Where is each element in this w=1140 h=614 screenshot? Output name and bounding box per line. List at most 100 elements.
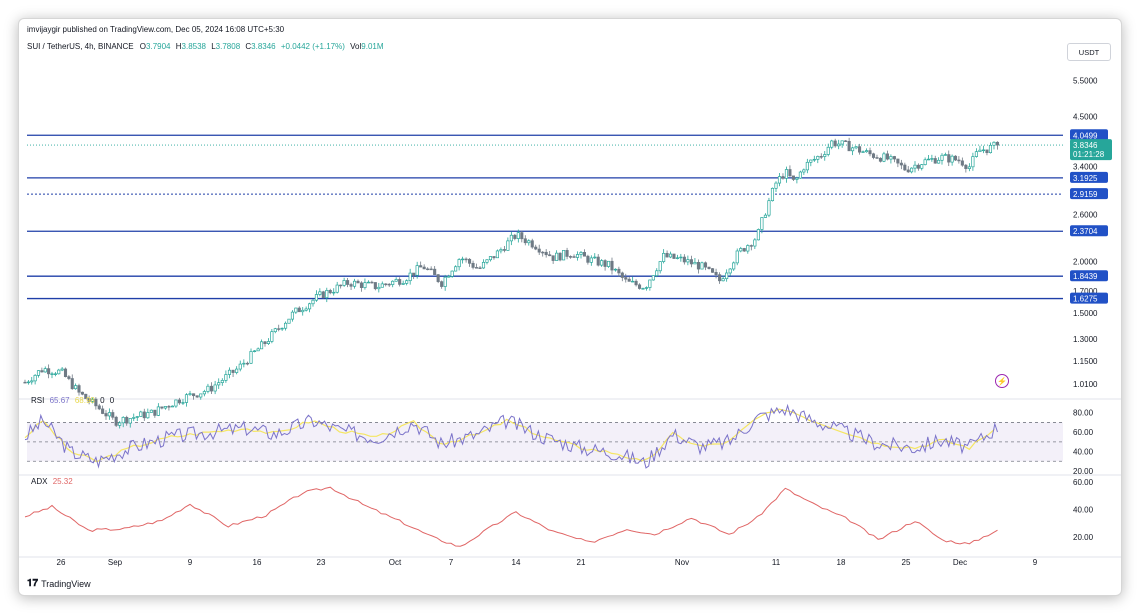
change-value: +0.0442 (+1.17%) — [280, 42, 345, 51]
candle-body — [910, 167, 914, 173]
candle-body — [971, 156, 975, 168]
tradingview-logo[interactable]: 𝟏𝟕 TradingView — [27, 578, 91, 589]
adx-legend[interactable]: ADX 25.32 — [31, 477, 73, 486]
candle-body — [47, 368, 51, 375]
candle-body — [520, 232, 524, 240]
candle-body — [270, 331, 274, 342]
level-lines[interactable] — [27, 134, 1063, 300]
candle-body — [631, 280, 635, 283]
candle-body — [823, 154, 827, 157]
adx-tick-label: 40.00 — [1073, 505, 1094, 514]
candle-body — [992, 141, 996, 146]
candle-body — [579, 252, 583, 255]
candle-body — [920, 164, 924, 169]
candle-body — [675, 257, 679, 259]
candle-body — [195, 395, 199, 398]
bolt-icon[interactable]: ⚡ — [995, 374, 1009, 388]
candle-body — [627, 278, 631, 282]
candle-body — [181, 402, 185, 404]
candle-body — [426, 268, 430, 271]
candle-body — [903, 164, 907, 171]
candle-body — [826, 146, 830, 155]
candle-body — [943, 154, 947, 156]
candle-body — [668, 253, 673, 258]
candle-body — [118, 422, 122, 426]
candle-body — [868, 150, 872, 155]
candle-body — [689, 259, 693, 265]
candle-body — [760, 217, 764, 230]
candle-body — [352, 280, 357, 287]
adx-line — [24, 486, 998, 547]
tradingview-logo-text: TradingView — [41, 578, 91, 589]
candle-body — [892, 156, 896, 160]
candle-body — [139, 411, 143, 417]
candle-body — [696, 262, 701, 270]
candle-body — [679, 256, 683, 259]
candle-body — [770, 187, 775, 202]
candle-body — [468, 258, 472, 264]
candle-body — [301, 309, 305, 313]
high-label: H — [175, 42, 182, 51]
candle-body — [373, 282, 377, 290]
candle-body — [693, 262, 697, 265]
candle-body — [617, 268, 621, 274]
candle-body — [57, 369, 61, 375]
close-label: C — [245, 42, 252, 51]
rsi-legend[interactable]: RSI 65.67 68.98 0 0 — [31, 396, 114, 405]
candle-body — [70, 378, 74, 390]
candle-body — [440, 281, 444, 287]
candle-body — [199, 393, 203, 398]
candle-body — [174, 399, 178, 407]
price-axis[interactable]: 5.5000 4.5000 3.4000 2.6000 2.0000 1.7000 1.50… — [1073, 76, 1098, 542]
price-tick-label: 2.0000 — [1073, 258, 1098, 267]
candle-body — [589, 257, 593, 263]
price-tick-label: 1.1500 — [1073, 357, 1098, 366]
candle-body — [964, 164, 968, 169]
price-tick-label: 1.7000 — [1073, 287, 1098, 296]
symbol-name[interactable]: SUI / TetherUS, 4h, BINANCE — [27, 42, 134, 51]
publish-line: imvijaygir published on TradingView.com,… — [27, 25, 285, 34]
candle-body — [156, 406, 160, 416]
candle-body — [978, 149, 982, 153]
level-tag-label: 2.3704 — [1073, 227, 1098, 236]
candle-body — [499, 249, 503, 252]
currency-button[interactable]: USDT — [1067, 43, 1111, 61]
low-value: 3.7808 — [215, 42, 241, 51]
rsi-band — [27, 422, 1063, 462]
candle-body — [43, 368, 47, 373]
candle-body — [363, 282, 367, 288]
candle-body — [188, 393, 192, 396]
candle-body — [77, 385, 81, 393]
chart-canvas[interactable]: 5.5000 4.5000 3.4000 2.6000 2.0000 1.7000 1.50… — [19, 19, 1121, 595]
adx-title: ADX — [31, 477, 48, 486]
candle-body — [805, 161, 809, 171]
candle-body — [142, 411, 146, 419]
price-tick-label: 4.5000 — [1073, 112, 1098, 121]
rsi-ma-line — [24, 408, 995, 463]
candle-body — [967, 166, 971, 169]
candle-body — [349, 284, 353, 287]
level-tag-label: 3.1925 — [1073, 174, 1098, 183]
price-tick-label: 1.3000 — [1073, 335, 1098, 344]
candle-body — [387, 283, 391, 286]
candle-body — [637, 284, 642, 289]
candle-body — [60, 368, 64, 371]
candle-body — [854, 146, 858, 149]
candle-body — [346, 280, 350, 285]
candle-body — [840, 140, 844, 145]
candle-body — [791, 175, 795, 180]
candle-body — [67, 376, 71, 379]
candle-body — [981, 149, 985, 152]
candle-body — [202, 391, 206, 395]
candle-body — [798, 171, 802, 179]
time-tick-label: 7 — [449, 558, 454, 567]
time-axis[interactable]: 26 Sep 9 16 23 Oct 7 14 21 Nov 11 18 25 Dec 9 — [57, 558, 1038, 567]
candle-body — [321, 291, 325, 299]
candle-body — [749, 245, 753, 247]
candle-body — [160, 406, 164, 409]
price-tick-label: 1.0100 — [1073, 380, 1098, 389]
candle-body — [457, 259, 461, 268]
candle-body — [899, 162, 903, 166]
candle-body — [220, 380, 224, 383]
candle-body — [391, 280, 395, 285]
